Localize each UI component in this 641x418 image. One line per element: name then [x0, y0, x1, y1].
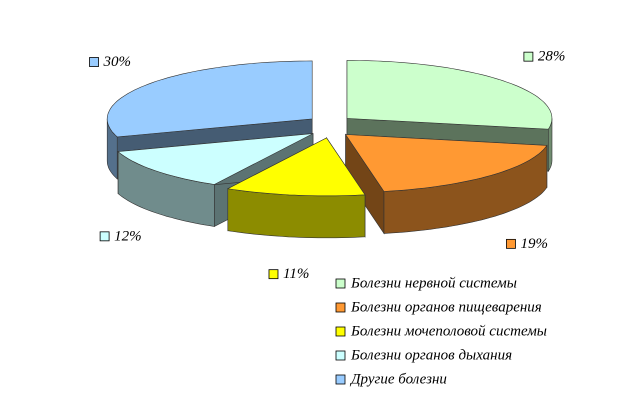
- slice-top: [226, 137, 366, 197]
- legend-swatch: [335, 350, 346, 361]
- label-swatch: [523, 51, 534, 62]
- legend-swatch: [335, 302, 346, 313]
- data-label: 28%: [538, 49, 566, 65]
- data-label: 30%: [103, 54, 132, 70]
- legend-swatch: [335, 326, 346, 337]
- label-swatch: [89, 57, 99, 67]
- legend-label: Болезни органов пищеварения: [350, 299, 542, 315]
- slice-top: [345, 134, 548, 192]
- legend-swatch: [335, 374, 346, 385]
- legend-label: Болезни нервной системы: [350, 275, 517, 291]
- slice: [226, 136, 366, 239]
- slice: [345, 133, 548, 235]
- data-label: 19%: [520, 236, 548, 252]
- slice-top: [346, 60, 553, 130]
- legend-label: Болезни органов дыхания: [350, 347, 512, 363]
- slice-wall: [227, 188, 366, 239]
- data-label: 11%: [283, 266, 309, 282]
- legend-label: Другие болезни: [349, 371, 447, 387]
- label-swatch: [268, 269, 279, 280]
- label-swatch: [99, 231, 110, 242]
- legend-label: Болезни мочеполовой системы: [350, 323, 547, 339]
- data-label: 12%: [114, 228, 142, 244]
- slice-top: [106, 60, 313, 138]
- label-swatch: [506, 238, 516, 249]
- slice-top: [117, 133, 314, 185]
- legend-swatch: [335, 278, 346, 289]
